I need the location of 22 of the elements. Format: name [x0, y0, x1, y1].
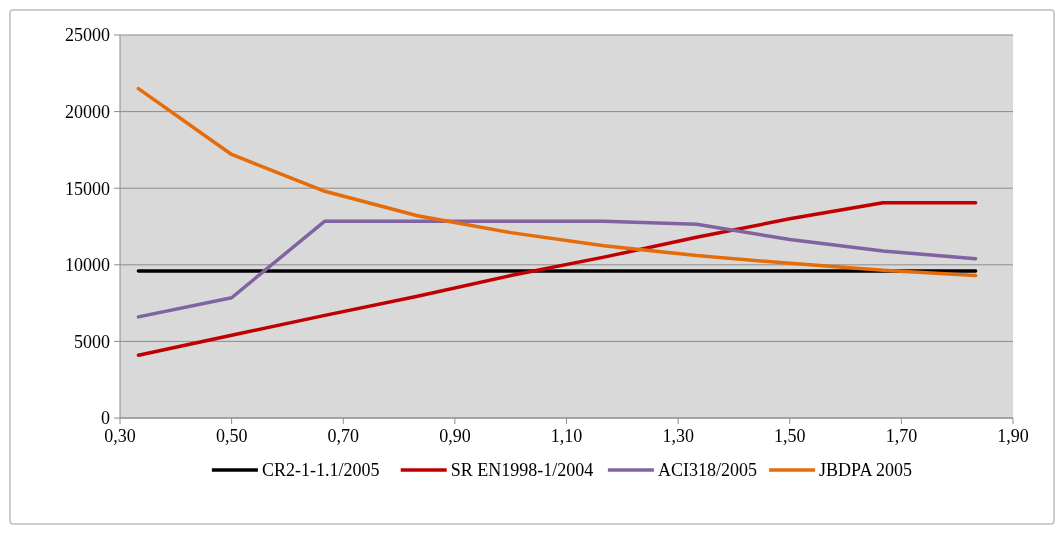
x-tick-label: 0,70: [327, 426, 359, 446]
y-tick-label: 10000: [65, 255, 110, 276]
y-tick-label: 25000: [65, 25, 110, 46]
legend-label: SR EN1998-1/2004: [450, 460, 594, 481]
x-tick-label: 1,10: [550, 426, 583, 446]
x-tick-label: 1,30: [662, 426, 694, 446]
x-tick-label: 0,50: [215, 426, 248, 446]
y-tick-label: 5000: [74, 331, 110, 352]
y-tick-label: 20000: [65, 101, 110, 122]
line-series: [136, 201, 978, 357]
x-tick-label: 1,50: [774, 426, 806, 446]
y-tick-label: 0: [101, 408, 110, 429]
x-tick-label: 0,30: [104, 426, 136, 446]
line-series: [136, 219, 978, 319]
x-tick-label: 1,90: [997, 426, 1029, 446]
legend-label: JBDPA 2005: [819, 460, 912, 481]
legend-label: CR2-1-1.1/2005: [261, 460, 380, 481]
line-series: [136, 86, 978, 278]
y-tick-label: 15000: [65, 178, 110, 199]
legend-label: ACI318/2005: [657, 460, 757, 481]
x-tick-label: 0,90: [439, 426, 471, 446]
x-tick-label: 1,70: [885, 426, 918, 446]
